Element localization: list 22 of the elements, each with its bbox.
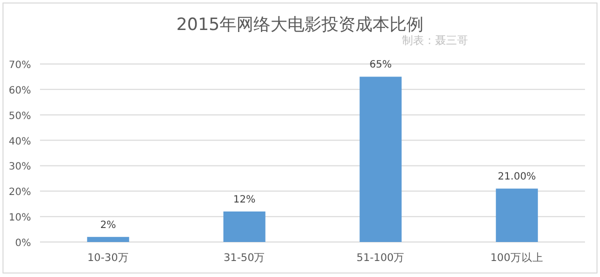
bar [496,188,538,242]
x-tick-label: 10-30万 [87,252,129,264]
chart-title: 2015年网络大电影投资成本比例 [176,15,424,35]
data-label: 2% [100,220,116,231]
y-tick-label: 70% [8,60,31,71]
y-tick-label: 10% [8,212,31,224]
y-tick-label: 30% [8,162,31,173]
y-tick-label: 20% [8,187,31,198]
text: 制表：聂三哥 [402,34,468,47]
x-tick-label: 51-100万 [356,252,405,264]
bar [223,211,266,242]
bar [87,236,130,242]
x-tick-label: 100万以上 [490,251,544,264]
bar [360,76,402,242]
data-label: 21.00% [498,172,536,183]
x-tick-label: 31-50万 [224,252,266,264]
y-tick-label: 60% [8,85,31,96]
data-label: 65% [370,60,392,71]
y-tick-label: 50% [8,110,31,122]
data-label: 12% [233,194,256,206]
y-tick-label: 0% [15,238,31,249]
y-tick-label: 40% [8,136,31,148]
